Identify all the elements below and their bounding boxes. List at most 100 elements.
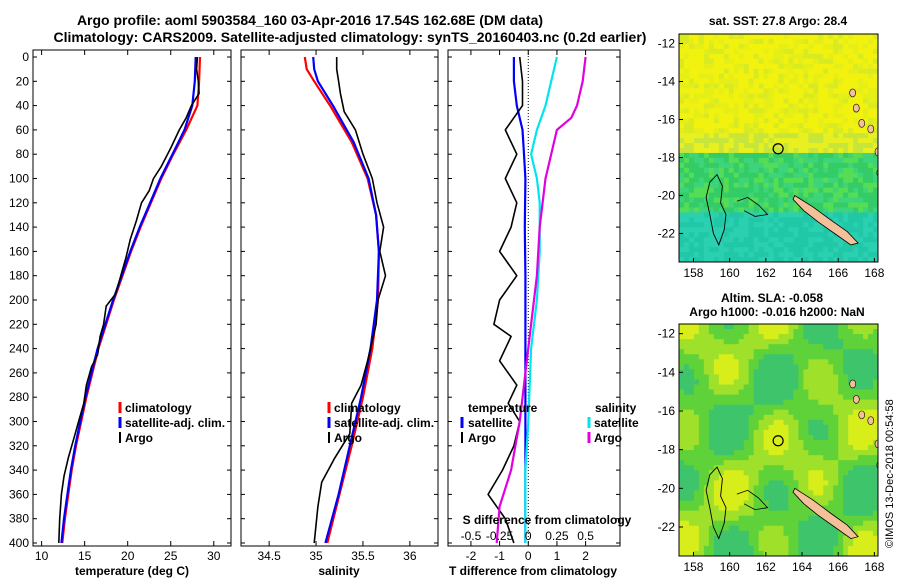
map-cell xyxy=(723,148,730,154)
map-cell xyxy=(818,525,824,532)
map-cell xyxy=(733,394,740,401)
map-cell xyxy=(808,68,814,75)
map-cell xyxy=(818,202,824,209)
title-line2: Climatology: CARS2009. Satellite-adjuste… xyxy=(54,29,647,45)
map-cell xyxy=(688,495,695,502)
lat-tick-label: -16 xyxy=(658,404,676,418)
map-cell xyxy=(843,162,849,169)
map-cell xyxy=(708,133,715,139)
map-cell xyxy=(708,419,715,426)
map-cell xyxy=(828,138,834,144)
map-cell xyxy=(853,63,859,70)
map-cell xyxy=(833,475,839,481)
map-cell xyxy=(838,399,844,406)
map-cell xyxy=(778,455,785,461)
map-cell xyxy=(748,389,755,396)
map-cell xyxy=(723,465,730,471)
map-cell xyxy=(848,73,854,80)
map-cell xyxy=(723,455,730,461)
map-cell xyxy=(683,43,690,50)
map-cell xyxy=(778,138,785,144)
map-cell xyxy=(753,113,760,119)
map-cell xyxy=(833,535,839,542)
map-cell xyxy=(683,73,690,80)
map-cell xyxy=(698,334,705,340)
map-cell xyxy=(748,545,755,552)
map-cell xyxy=(808,152,814,159)
map-cell xyxy=(733,217,740,223)
map-cell xyxy=(758,202,765,209)
map-cell xyxy=(853,83,859,90)
map-cell xyxy=(763,123,770,129)
vanuatu-island xyxy=(867,124,875,134)
map-cell xyxy=(758,429,765,436)
map-cell xyxy=(803,217,809,223)
map-cell xyxy=(748,68,755,75)
map-cell xyxy=(793,359,799,365)
map-cell xyxy=(848,475,854,481)
map-cell xyxy=(708,344,715,350)
map-cell xyxy=(753,384,760,391)
map-cell xyxy=(828,177,834,184)
map-cell xyxy=(783,138,790,144)
map-cell xyxy=(698,394,705,401)
map-cell xyxy=(858,324,864,330)
map-cell xyxy=(803,128,809,134)
map-cell xyxy=(788,242,795,248)
map-cell xyxy=(788,257,795,262)
map-cell xyxy=(808,118,814,124)
map-cell xyxy=(679,490,685,497)
map-cell xyxy=(743,434,750,441)
map-cell xyxy=(783,152,790,159)
map-cell xyxy=(828,237,834,243)
map-cell xyxy=(778,113,785,119)
map-cell xyxy=(683,133,690,139)
map-cell xyxy=(718,470,725,476)
map-cell xyxy=(788,394,795,401)
map-cell xyxy=(783,63,790,70)
map-cell xyxy=(703,38,710,45)
map-cell xyxy=(843,440,849,446)
map-cell xyxy=(698,133,705,139)
map-cell xyxy=(808,520,814,527)
map-cell xyxy=(748,43,755,50)
map-cell xyxy=(728,152,735,159)
map-cell xyxy=(693,429,700,436)
map-cell xyxy=(858,359,864,365)
map-cell xyxy=(803,359,809,365)
map-cell xyxy=(863,34,869,40)
map-cell xyxy=(833,465,839,471)
map-cell xyxy=(763,162,770,169)
map-cell xyxy=(738,128,745,134)
map-cell xyxy=(753,389,760,396)
map-cell xyxy=(753,83,760,90)
map-cell xyxy=(718,455,725,461)
map-cell xyxy=(778,530,785,537)
map-cell xyxy=(728,148,735,154)
map-cell xyxy=(803,257,809,262)
map-cell xyxy=(688,48,695,55)
map-cell xyxy=(818,93,824,100)
map-cell xyxy=(848,540,854,547)
map-cell xyxy=(783,530,790,537)
map-cell xyxy=(723,525,730,532)
map-cell xyxy=(743,324,750,330)
map-cell xyxy=(838,162,844,169)
map-cell xyxy=(743,540,750,547)
map-cell xyxy=(863,455,869,461)
map-cell xyxy=(698,384,705,391)
map-cell xyxy=(748,98,755,104)
map-cell xyxy=(778,187,785,194)
map-cell xyxy=(813,78,819,85)
map-cell xyxy=(873,58,878,65)
map-cell xyxy=(773,247,780,253)
map-cell xyxy=(863,157,869,164)
map-cell xyxy=(773,182,780,189)
map-cell xyxy=(788,530,795,537)
map-cell xyxy=(758,242,765,248)
map-cell xyxy=(703,515,710,522)
map-cell xyxy=(823,237,829,243)
difference-panel-frame xyxy=(447,49,621,547)
map-cell xyxy=(873,212,878,218)
map-cell xyxy=(758,404,765,411)
